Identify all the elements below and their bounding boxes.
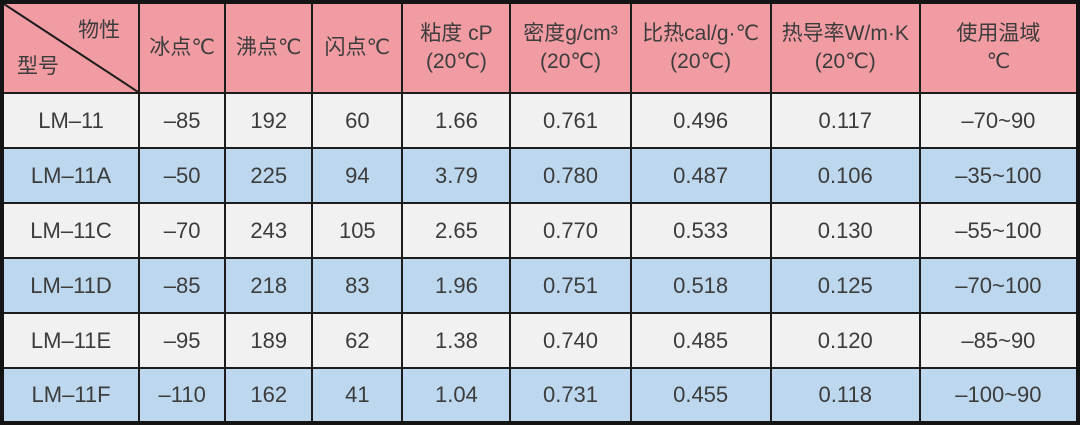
header-cell-specific-heat: 比热cal/g·℃ (20℃) (629, 1, 772, 94)
value-cell: 0.770 (509, 202, 632, 259)
header-label: 使用温域 (956, 21, 1041, 45)
header-label: 粘度 cP (420, 21, 493, 45)
value-cell: –35~100 (918, 147, 1080, 204)
value-cell: 105 (311, 202, 404, 259)
value-cell: 41 (311, 367, 404, 424)
corner-label-property: 物性 (78, 19, 121, 42)
header-sublabel: (20℃) (425, 50, 487, 73)
value-cell: 0.485 (629, 312, 772, 369)
value-cell: 94 (311, 147, 404, 204)
value-cell: –100~90 (918, 367, 1080, 424)
value-cell: –70~100 (918, 257, 1080, 314)
value-cell: 0.125 (769, 257, 921, 314)
value-cell: 218 (224, 257, 314, 314)
value-cell: –70 (138, 202, 227, 259)
value-cell: 0.780 (509, 147, 632, 204)
header-sublabel: (20℃) (540, 50, 601, 73)
value-cell: 0.751 (509, 257, 632, 314)
value-cell: –95 (138, 312, 227, 369)
model-cell: LM–11A (0, 147, 141, 204)
value-cell: 0.455 (629, 367, 772, 424)
header-label: 冰点℃ (149, 35, 215, 59)
value-cell: 189 (224, 312, 314, 369)
value-cell: 1.66 (401, 92, 512, 149)
header-cell-density: 密度g/cm³ (20℃) (509, 1, 632, 94)
header-cell-freezing-point: 冰点℃ (138, 1, 227, 94)
header-label: 比热cal/g·℃ (642, 21, 760, 45)
header-row: 物性 型号 冰点℃ 沸点℃ 闪点℃ 粘度 cP (20℃) 密度g/cm³ (0, 1, 1080, 94)
model-cell: LM–11C (0, 202, 141, 259)
header-sublabel: (20℃) (814, 50, 876, 73)
value-cell: –110 (138, 367, 227, 424)
value-cell: 0.731 (509, 367, 632, 424)
value-cell: 0.496 (629, 92, 772, 149)
header-cell-flash-point: 闪点℃ (311, 1, 404, 94)
value-cell: –50 (138, 147, 227, 204)
value-cell: 1.96 (401, 257, 512, 314)
value-cell: 0.533 (629, 202, 772, 259)
value-cell: 0.118 (769, 367, 921, 424)
value-cell: 0.130 (769, 202, 921, 259)
value-cell: 162 (224, 367, 314, 424)
value-cell: 0.740 (509, 312, 632, 369)
table-row: LM–11F –110 162 41 1.04 0.731 0.455 0.11… (0, 367, 1080, 424)
value-cell: 2.65 (401, 202, 512, 259)
value-cell: 62 (311, 312, 404, 369)
table-row: LM–11A –50 225 94 3.79 0.780 0.487 0.106… (0, 147, 1080, 204)
value-cell: –70~90 (918, 92, 1080, 149)
value-cell: 225 (224, 147, 314, 204)
value-cell: –85~90 (918, 312, 1080, 369)
diagonal-divider-line (4, 4, 138, 92)
value-cell: 192 (224, 92, 314, 149)
value-cell: 243 (224, 202, 314, 259)
header-label: 闪点℃ (324, 35, 391, 59)
value-cell: 1.38 (401, 312, 512, 369)
model-cell: LM–11D (0, 257, 141, 314)
header-sublabel: ℃ (986, 50, 1011, 73)
value-cell: 0.761 (509, 92, 632, 149)
table-row: LM–11D –85 218 83 1.96 0.751 0.518 0.125… (0, 257, 1080, 314)
header-cell-temp-range: 使用温域 ℃ (918, 1, 1080, 94)
model-cell: LM–11E (0, 312, 141, 369)
value-cell: 0.106 (769, 147, 921, 204)
value-cell: 0.117 (769, 92, 921, 149)
corner-label-model: 型号 (17, 54, 59, 78)
value-cell: 0.518 (629, 257, 772, 314)
value-cell: –55~100 (918, 202, 1080, 259)
value-cell: 1.04 (401, 367, 512, 424)
header-label: 沸点℃ (235, 35, 302, 59)
value-cell: 0.120 (769, 312, 921, 369)
model-cell: LM–11F (0, 367, 141, 424)
header-cell-viscosity: 粘度 cP (20℃) (401, 1, 512, 94)
value-cell: –85 (138, 92, 227, 149)
table-row: LM–11E –95 189 62 1.38 0.740 0.485 0.120… (0, 312, 1080, 369)
header-cell-boiling-point: 沸点℃ (224, 1, 314, 94)
header-label: 热导率W/m·K (781, 21, 909, 45)
header-sublabel: (20℃) (670, 50, 732, 73)
table-row: LM–11 –85 192 60 1.66 0.761 0.496 0.117 … (0, 92, 1080, 149)
table-row: LM–11C –70 243 105 2.65 0.770 0.533 0.13… (0, 202, 1080, 259)
value-cell: 3.79 (401, 147, 512, 204)
header-label: 密度g/cm³ (523, 21, 618, 45)
header-cell-thermal-conductivity: 热导率W/m·K (20℃) (769, 1, 921, 94)
model-cell: LM–11 (0, 92, 141, 149)
value-cell: 83 (311, 257, 404, 314)
value-cell: 60 (311, 92, 404, 149)
value-cell: 0.487 (629, 147, 772, 204)
corner-header-cell: 物性 型号 (0, 1, 141, 94)
value-cell: –85 (138, 257, 227, 314)
